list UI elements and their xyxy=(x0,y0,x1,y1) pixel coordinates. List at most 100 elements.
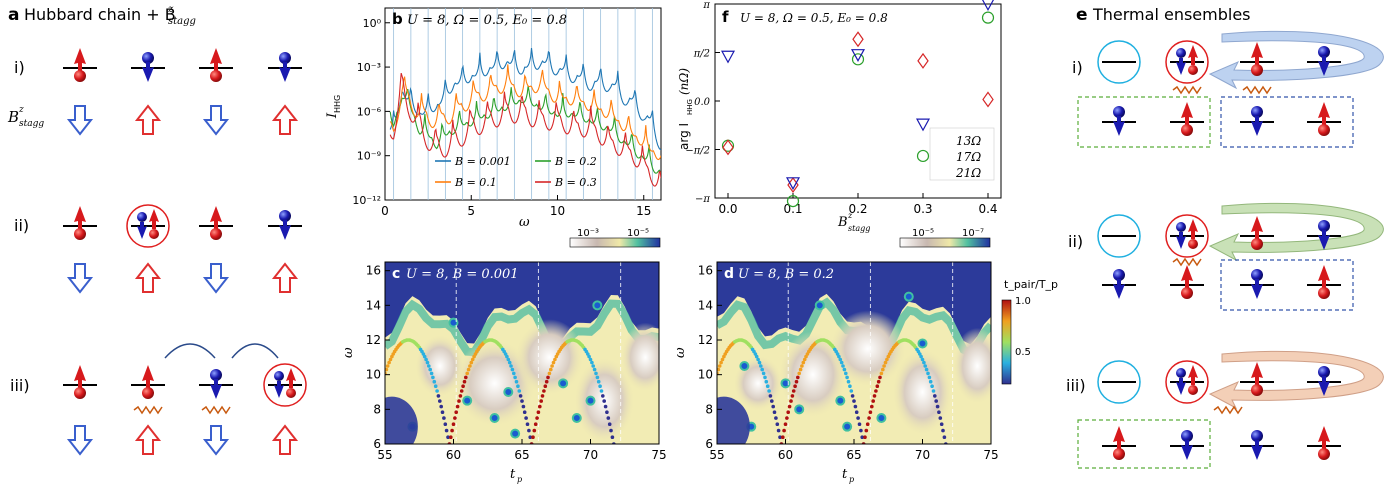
trajectory-marker xyxy=(425,360,430,365)
spin-up xyxy=(63,365,97,399)
panel-f-letter: f xyxy=(722,8,729,26)
trajectory-marker xyxy=(775,422,780,427)
trajectory-marker xyxy=(517,389,522,393)
trajectory-marker xyxy=(544,379,549,384)
marker-circle xyxy=(851,53,865,66)
x-tick-label: 0.0 xyxy=(718,202,737,216)
spin-up xyxy=(131,365,165,399)
panel-e-letter: e xyxy=(1076,5,1088,25)
down-arrow-head xyxy=(1176,378,1186,395)
up-arrow-head xyxy=(1188,45,1198,65)
marker-diamond xyxy=(982,91,994,108)
electron-up xyxy=(1318,124,1330,136)
electron-down xyxy=(1113,106,1125,118)
empty-site xyxy=(1097,40,1141,84)
trajectory-marker xyxy=(524,416,528,420)
electron-down xyxy=(1318,366,1330,378)
electron-down xyxy=(142,52,154,64)
y-tick-label: π/2 xyxy=(693,49,710,60)
trajectory-marker xyxy=(796,375,800,380)
electron-down xyxy=(279,52,291,64)
marker-triangle xyxy=(850,49,866,62)
up-arrow-head xyxy=(1318,426,1330,450)
panel-b: b U = 8, Ω = 0.5, E₀ = 0.8 ω I HHG 0 5 10 1… xyxy=(325,7,662,230)
electron-up xyxy=(210,228,222,240)
up-arrow-head xyxy=(1188,219,1198,239)
marker-circle xyxy=(786,194,800,208)
trajectory-marker xyxy=(527,428,531,433)
blue-dashed-box xyxy=(1220,96,1354,148)
trajectory-marker xyxy=(838,357,843,362)
trajectory-marker xyxy=(465,371,470,376)
y-tick-label: 12 xyxy=(698,333,713,347)
panel-e-row-label-i: i) xyxy=(1072,58,1083,77)
trajectory-marker xyxy=(440,410,445,415)
trajectory-marker xyxy=(468,364,472,368)
electron-up xyxy=(1181,124,1193,136)
panel-f-xlabel-sup: z xyxy=(847,211,853,220)
up-arrow-head xyxy=(142,365,154,389)
marker-diamond xyxy=(722,139,734,156)
legend-label: B = 0.1 xyxy=(454,176,497,189)
spin-up xyxy=(1170,102,1204,136)
side-cbar-title: t_pair/T_p xyxy=(1004,278,1058,291)
panel-f: f U = 8, Ω = 0.5, E₀ = 0.8 arg I HHG (nΩ… xyxy=(677,0,1002,233)
trajectory-marker xyxy=(939,422,944,427)
down-arrow-head xyxy=(1318,230,1330,250)
legend-label: B = 0.2 xyxy=(554,155,597,168)
panel-d-letter: d xyxy=(724,266,734,282)
down-arrow-head xyxy=(274,381,284,398)
down-arrow-head xyxy=(1318,376,1330,396)
trajectory-marker xyxy=(455,404,460,409)
legend-label: B = 0.3 xyxy=(554,176,597,189)
panel-b-ylabel: I xyxy=(325,112,340,119)
electron-up xyxy=(1181,287,1193,299)
trajectory-marker xyxy=(539,399,543,403)
spin-down xyxy=(131,52,165,82)
up-arrow-head xyxy=(74,48,86,72)
trajectory-marker xyxy=(845,375,849,380)
field-down-arrow xyxy=(202,105,230,136)
x-tick-label: 0.3 xyxy=(913,202,932,216)
up-arrow-head xyxy=(286,368,296,388)
up-arrow-head xyxy=(1181,102,1193,126)
heatmap-spot xyxy=(503,387,514,397)
panel-a: a Hubbard chain + B z stagg i) ii) iii) … xyxy=(7,4,307,456)
trajectory-marker xyxy=(543,384,548,389)
legend-label: 21Ω xyxy=(955,166,981,180)
trajectory-marker xyxy=(457,399,461,403)
x-tick-label: 5 xyxy=(467,204,475,218)
trajectory-marker xyxy=(844,371,848,376)
trajectory-marker xyxy=(520,399,524,403)
trajectory-marker xyxy=(595,375,600,380)
trajectory-marker xyxy=(509,364,513,368)
panel-c-letter: c xyxy=(392,266,400,282)
y-tick-label: 12 xyxy=(366,333,381,347)
trajectory-marker xyxy=(590,360,594,365)
trajectory-marker xyxy=(772,410,777,415)
panel-a-row-label-i: i) xyxy=(14,58,25,77)
trajectory-marker xyxy=(549,367,553,372)
spin-up xyxy=(1307,265,1341,299)
x-tick-label: 70 xyxy=(915,448,930,462)
up-arrow-head xyxy=(1181,265,1193,289)
x-tick-label: 0.2 xyxy=(848,202,867,216)
thermal-cycle-arrow xyxy=(1208,30,1384,90)
electron-up xyxy=(1251,64,1263,76)
doublon xyxy=(126,204,170,248)
trajectory-marker xyxy=(717,367,721,372)
heatmap-spot xyxy=(489,413,500,423)
spin-down xyxy=(1240,430,1274,460)
electron-up xyxy=(142,387,154,399)
doublon xyxy=(263,363,307,407)
y-tick-label: −π/2 xyxy=(685,145,710,156)
electron-up xyxy=(1188,65,1198,75)
hhg-series-line xyxy=(389,85,661,174)
up-arrow-head xyxy=(1188,365,1198,385)
trajectory-marker xyxy=(919,354,923,359)
empty-site xyxy=(1097,214,1141,258)
panel-d-colorbar xyxy=(899,237,991,248)
heatmap-lobe xyxy=(453,340,536,427)
excitation-wiggle xyxy=(133,405,163,415)
down-arrow-head xyxy=(1251,440,1263,460)
